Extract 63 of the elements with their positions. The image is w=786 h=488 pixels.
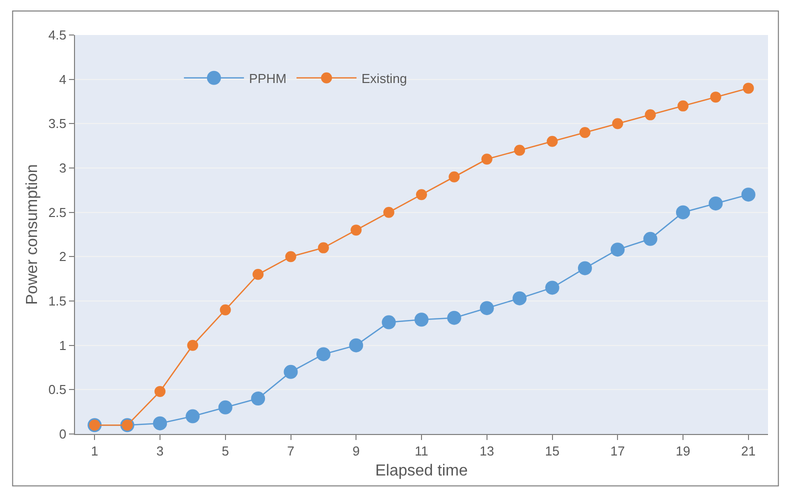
x-tick-label: 17 [610, 444, 625, 459]
point [644, 109, 656, 120]
point [512, 291, 527, 306]
point [741, 188, 756, 202]
legend-label: Existing [362, 70, 408, 86]
x-tick-label: 3 [156, 444, 164, 459]
point [448, 171, 460, 182]
point [579, 127, 590, 138]
point [514, 144, 526, 156]
x-axis-title: Elapsed time [375, 462, 468, 480]
x-tick-label: 21 [741, 444, 756, 459]
point [481, 154, 492, 165]
point [382, 315, 396, 330]
x-tick-label: 9 [352, 444, 360, 459]
point [742, 82, 754, 94]
point [676, 205, 690, 220]
x-tick-label: 11 [414, 444, 428, 459]
point [447, 310, 462, 325]
point [708, 196, 723, 210]
y-tick-label: 4 [59, 72, 66, 87]
y-tick-label: 4.5 [48, 28, 66, 43]
x-tick-label: 7 [287, 444, 294, 459]
y-tick-label: 1 [59, 338, 66, 353]
y-tick-label: 2 [59, 249, 66, 264]
point [612, 118, 624, 130]
y-tick-label: 3.5 [48, 116, 66, 132]
point [383, 206, 394, 218]
point [414, 312, 428, 327]
legend-label: PPHM [248, 70, 287, 86]
point [349, 338, 364, 352]
x-tick-label: 13 [480, 444, 494, 459]
y-tick-label: 1.5 [48, 294, 66, 309]
point [284, 364, 298, 379]
point [186, 409, 200, 424]
point [187, 340, 198, 351]
point [316, 347, 330, 362]
point [218, 400, 232, 414]
point [318, 242, 329, 254]
x-tick-label: 1 [90, 444, 98, 459]
point [220, 304, 231, 316]
point [578, 261, 592, 276]
point [416, 189, 427, 200]
x-tick-label: 15 [545, 444, 560, 459]
point [252, 268, 264, 280]
x-tick-label: 5 [222, 444, 229, 459]
point [546, 136, 558, 147]
point [350, 224, 362, 236]
y-tick-label: 3 [59, 160, 66, 176]
y-tick-label: 2.5 [48, 204, 66, 220]
y-axis-title: Power consumption [24, 164, 42, 305]
point [285, 251, 296, 262]
point [678, 100, 689, 112]
point [545, 280, 560, 295]
point [710, 92, 722, 103]
point [643, 232, 658, 246]
y-tick-label: 0 [59, 426, 66, 442]
point [480, 301, 494, 316]
point [251, 392, 266, 406]
point [152, 416, 167, 430]
point [610, 242, 625, 257]
y-tick-label: 0.5 [48, 382, 66, 398]
point [154, 386, 166, 397]
x-tick-label: 19 [676, 444, 690, 459]
